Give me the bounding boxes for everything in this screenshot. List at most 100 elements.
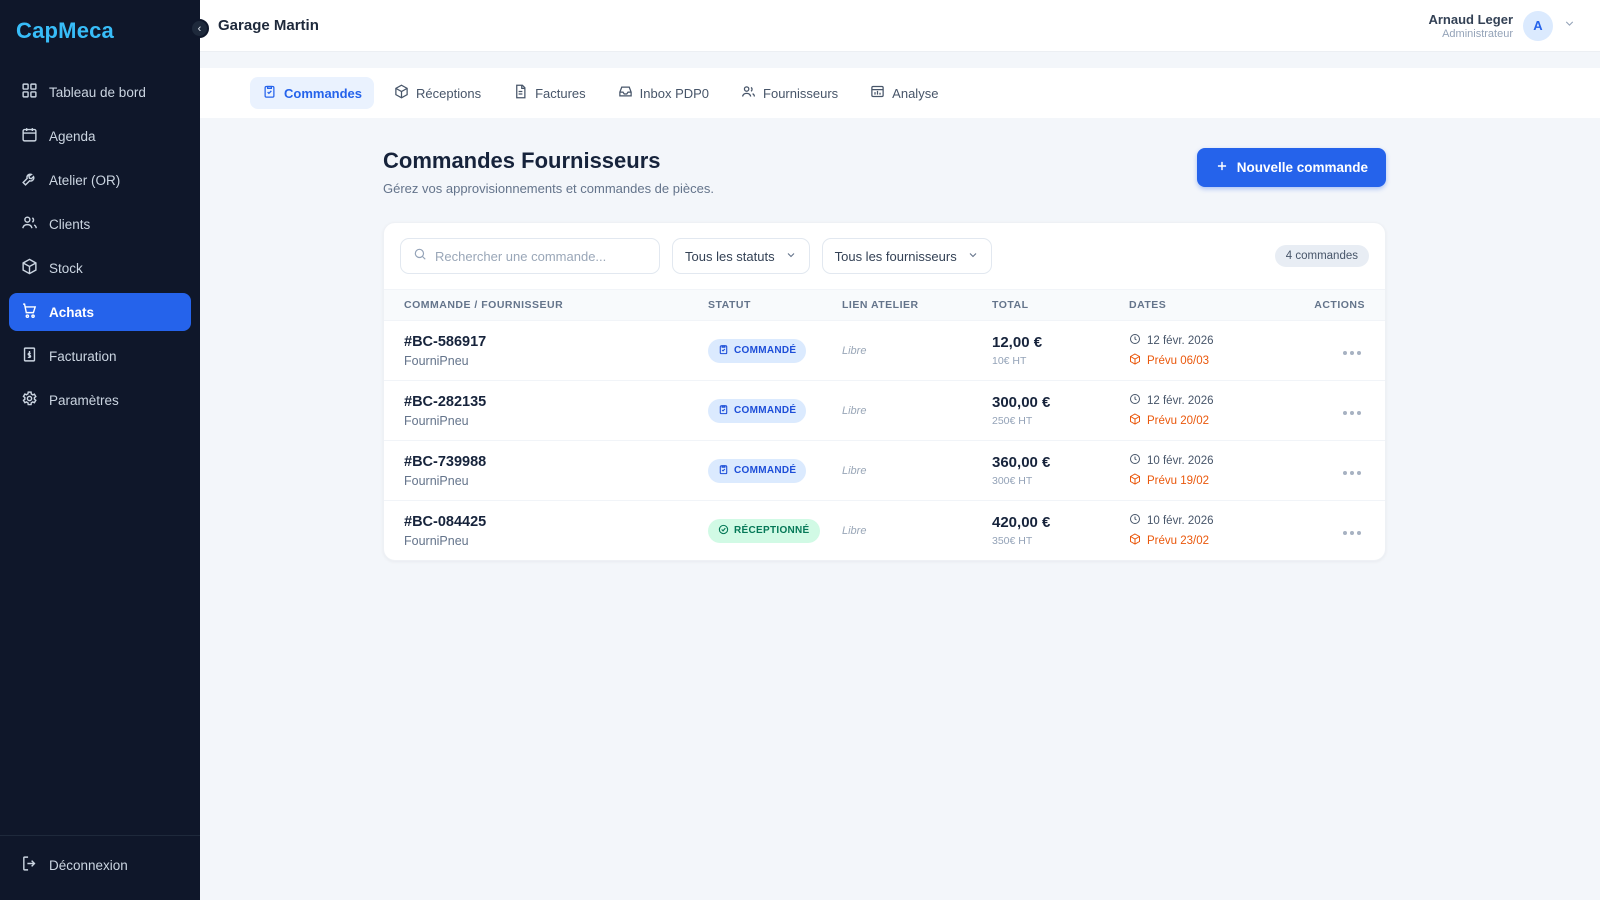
sidebar-item-achats[interactable]: Achats bbox=[9, 293, 191, 331]
status-badge: COMMANDÉ bbox=[708, 458, 807, 483]
status-cell: COMMANDÉ bbox=[708, 458, 842, 483]
box-icon bbox=[21, 258, 38, 278]
total-ttc: 300,00 € bbox=[992, 394, 1051, 411]
expected-date-label: Prévu 20/02 bbox=[1147, 414, 1210, 427]
clipboard-icon bbox=[262, 84, 277, 102]
total-ttc: 360,00 € bbox=[992, 454, 1051, 471]
total-cell: 12,00 € 10€ HT bbox=[992, 334, 1129, 367]
sidebar-item-stock[interactable]: Stock bbox=[9, 249, 191, 287]
supplier-filter-select[interactable]: Tous les fournisseurs bbox=[821, 238, 992, 274]
tab-fournisseurs[interactable]: Fournisseurs bbox=[729, 77, 850, 109]
gear-icon bbox=[21, 390, 38, 410]
actions-cell bbox=[1297, 522, 1365, 540]
col-commande-fournisseur: Commande / Fournisseur bbox=[404, 299, 564, 311]
atelier-link: Libre bbox=[842, 524, 867, 537]
order-cell: #BC-586917 FourniPneu bbox=[404, 334, 708, 368]
tab-inbox-pdp0[interactable]: Inbox PDP0 bbox=[606, 77, 721, 109]
expected-date-label: Prévu 23/02 bbox=[1147, 534, 1210, 547]
tab-commandes[interactable]: Commandes bbox=[250, 77, 375, 109]
status-badge: RÉCEPTIONNÉ bbox=[708, 518, 820, 543]
search-box bbox=[400, 238, 660, 274]
tab-analyse[interactable]: Analyse bbox=[858, 77, 950, 109]
chevron-down-icon[interactable] bbox=[1563, 17, 1576, 35]
user-name: Arnaud Leger bbox=[1428, 11, 1513, 27]
sidebar-item-tableau-de-bord[interactable]: Tableau de bord bbox=[9, 73, 191, 111]
total-ttc: 12,00 € bbox=[992, 334, 1043, 351]
wrench-icon bbox=[21, 170, 38, 190]
atelier-link: Libre bbox=[842, 464, 867, 477]
main-area: ‹ Garage Martin Arnaud Leger Administrat… bbox=[190, 0, 1600, 900]
table-row[interactable]: #BC-282135 FourniPneu COMMANDÉ Libre 300… bbox=[384, 380, 1385, 440]
table-row[interactable]: #BC-084425 FourniPneu RÉCEPTIONNÉ Libre … bbox=[384, 500, 1385, 560]
sidebar: CapMeca Tableau de bord Agenda Atelier (… bbox=[0, 0, 200, 900]
new-order-label: Nouvelle commande bbox=[1236, 160, 1368, 175]
sidebar-item-parametres[interactable]: Paramètres bbox=[9, 381, 191, 419]
actions-cell bbox=[1297, 462, 1365, 480]
logout-button[interactable]: Déconnexion bbox=[9, 846, 191, 884]
row-actions-menu-icon[interactable] bbox=[1339, 467, 1365, 479]
sidebar-item-facturation[interactable]: Facturation bbox=[9, 337, 191, 375]
row-actions-menu-icon[interactable] bbox=[1339, 407, 1365, 419]
status-label: COMMANDÉ bbox=[734, 465, 797, 476]
sidebar-item-agenda[interactable]: Agenda bbox=[9, 117, 191, 155]
page-content: Commandes Fournisseurs Gérez vos approvi… bbox=[200, 118, 1600, 561]
filters-bar: Tous les statuts Tous les fournisseurs 4… bbox=[384, 223, 1385, 290]
sidebar-item-label: Paramètres bbox=[49, 392, 119, 408]
clock-icon bbox=[1129, 333, 1141, 348]
supplier-filter-value: Tous les fournisseurs bbox=[834, 248, 957, 264]
tab-receptions[interactable]: Réceptions bbox=[382, 77, 493, 109]
order-cell: #BC-282135 FourniPneu bbox=[404, 394, 708, 428]
table-header-row: Commande / Fournisseur Statut Lien ateli… bbox=[384, 290, 1385, 320]
expected-date-label: Prévu 06/03 bbox=[1147, 354, 1210, 367]
user-menu[interactable]: Arnaud Leger Administrateur A bbox=[1428, 10, 1576, 41]
row-actions-menu-icon[interactable] bbox=[1339, 527, 1365, 539]
search-icon bbox=[413, 247, 427, 266]
expected-date: Prévu 19/02 bbox=[1129, 473, 1297, 488]
order-date: 10 févr. 2026 bbox=[1129, 453, 1297, 468]
calendar-icon bbox=[21, 126, 38, 146]
total-cell: 300,00 € 250€ HT bbox=[992, 394, 1129, 427]
sidebar-item-clients[interactable]: Clients bbox=[9, 205, 191, 243]
sidebar-item-label: Clients bbox=[49, 216, 91, 232]
row-actions-menu-icon[interactable] bbox=[1339, 347, 1365, 359]
status-filter-select[interactable]: Tous les statuts bbox=[672, 238, 810, 274]
avatar[interactable]: A bbox=[1523, 10, 1553, 41]
expected-date: Prévu 06/03 bbox=[1129, 353, 1297, 368]
total-ht: 300€ HT bbox=[992, 475, 1033, 487]
total-ttc: 420,00 € bbox=[992, 514, 1051, 531]
table-row[interactable]: #BC-739988 FourniPneu COMMANDÉ Libre 360… bbox=[384, 440, 1385, 500]
order-id: #BC-282135 bbox=[404, 393, 487, 410]
order-cell: #BC-084425 FourniPneu bbox=[404, 514, 708, 548]
actions-cell bbox=[1297, 342, 1365, 360]
order-date-label: 10 févr. 2026 bbox=[1147, 514, 1214, 527]
tabs-bar: Commandes Réceptions Factures Inbox PDP0… bbox=[200, 68, 1600, 118]
sidebar-item-label: Agenda bbox=[49, 128, 96, 144]
new-order-button[interactable]: Nouvelle commande bbox=[1196, 148, 1386, 187]
total-ht: 10€ HT bbox=[992, 355, 1027, 367]
garage-title: Garage Martin bbox=[218, 17, 319, 34]
search-input[interactable] bbox=[435, 248, 647, 264]
sidebar-item-atelier[interactable]: Atelier (OR) bbox=[9, 161, 191, 199]
order-supplier: FourniPneu bbox=[404, 413, 469, 428]
sidebar-item-label: Facturation bbox=[49, 348, 117, 364]
logout-icon bbox=[21, 855, 38, 875]
clock-icon bbox=[1129, 513, 1141, 528]
app-logo: CapMeca bbox=[16, 18, 114, 43]
actions-cell bbox=[1297, 402, 1365, 420]
order-cell: #BC-739988 FourniPneu bbox=[404, 454, 708, 488]
sidebar-collapse-button[interactable]: ‹ bbox=[190, 19, 209, 38]
table-row[interactable]: #BC-586917 FourniPneu COMMANDÉ Libre 12,… bbox=[384, 320, 1385, 380]
tab-factures[interactable]: Factures bbox=[501, 77, 598, 109]
sidebar-item-label: Tableau de bord bbox=[49, 84, 146, 100]
col-total: Total bbox=[992, 299, 1029, 311]
dates-cell: 12 févr. 2026 Prévu 06/03 bbox=[1129, 333, 1297, 368]
status-cell: COMMANDÉ bbox=[708, 398, 842, 423]
sidebar-item-label: Atelier (OR) bbox=[49, 172, 121, 188]
chevron-left-icon: ‹ bbox=[197, 22, 202, 35]
chart-card-icon bbox=[870, 84, 885, 102]
sidebar-footer: Déconnexion bbox=[0, 835, 200, 900]
atelier-link: Libre bbox=[842, 344, 867, 357]
plus-icon bbox=[1215, 159, 1229, 176]
order-date-label: 12 févr. 2026 bbox=[1147, 334, 1214, 347]
total-ht: 250€ HT bbox=[992, 415, 1033, 427]
